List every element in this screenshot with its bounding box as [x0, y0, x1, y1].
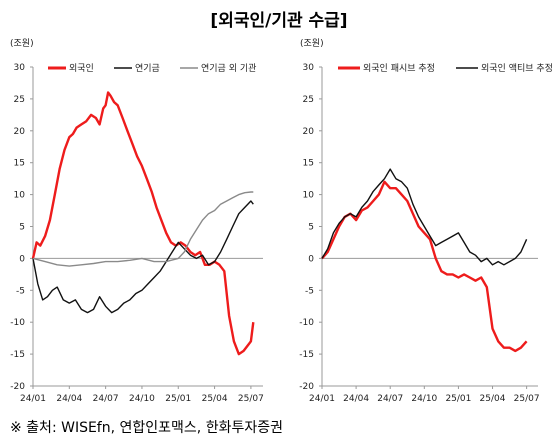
series-line — [31, 91, 255, 356]
y-tick-label: 20 — [303, 127, 315, 137]
x-tick-label: 25/04 — [202, 394, 228, 404]
y-tick-label: -10 — [10, 318, 25, 328]
series-line — [32, 200, 254, 314]
x-tick-label: 25/07 — [238, 394, 264, 404]
y-axis-unit-label: (조원) — [300, 38, 324, 49]
y-tick-label: 10 — [14, 191, 26, 201]
y-tick-label: 25 — [303, 95, 314, 105]
y-tick-label: -20 — [10, 382, 25, 392]
source-note: ※ 출처: WISEfn, 연합인포맥스, 한화투자증권 — [10, 420, 283, 436]
x-tick-label: 24/04 — [343, 394, 369, 404]
y-tick-label: -5 — [16, 286, 25, 296]
x-tick-label: 25/04 — [480, 394, 506, 404]
y-tick-label: 25 — [14, 95, 25, 105]
y-axis-unit-label: (조원) — [10, 38, 34, 49]
y-tick-label: 15 — [303, 159, 314, 169]
x-tick-label: 24/10 — [129, 394, 155, 404]
y-tick-label: 5 — [19, 223, 25, 233]
y-tick-label: 0 — [19, 254, 25, 264]
x-tick-label: 24/01 — [309, 394, 335, 404]
series-line — [321, 180, 528, 353]
x-tick-label: 24/07 — [377, 394, 403, 404]
foreign-passive-active-chart: (조원) 30 25 20 15 10 5 0 -5 -10 -15 -20 24/01 24/04 24/… — [299, 38, 553, 404]
y-tick-label: 30 — [303, 63, 315, 73]
y-tick-label: 10 — [303, 191, 315, 201]
x-tick-label: 24/10 — [411, 394, 437, 404]
chart-title: [외국인/기관 수급] — [210, 11, 347, 31]
legend-label: 외국인 액티브 추정 — [481, 62, 553, 74]
legend-label: 연기금 외 기관 — [201, 62, 256, 74]
y-tick-label: 30 — [14, 63, 26, 73]
y-tick-label: -10 — [299, 318, 314, 328]
y-tick-label: -15 — [10, 350, 25, 360]
y-tick-label: 15 — [14, 159, 25, 169]
y-tick-label: 20 — [14, 127, 26, 137]
y-tick-label: 5 — [308, 223, 314, 233]
series-line — [321, 168, 528, 266]
legend-label: 연기금 — [135, 63, 160, 74]
y-tick-label: -5 — [305, 286, 314, 296]
x-tick-label: 25/01 — [445, 394, 471, 404]
y-tick-label: -15 — [299, 350, 314, 360]
x-tick-label: 24/04 — [56, 394, 82, 404]
x-tick-label: 24/07 — [93, 394, 119, 404]
legend-label: 외국인 — [69, 62, 94, 74]
y-tick-label: -20 — [299, 382, 314, 392]
series-line — [32, 191, 254, 267]
y-tick-label: 0 — [308, 254, 314, 264]
x-tick-label: 25/01 — [165, 394, 191, 404]
x-tick-label: 25/07 — [514, 394, 540, 404]
legend-label: 외국인 패시브 추정 — [363, 62, 435, 74]
x-tick-label: 24/01 — [20, 394, 46, 404]
foreign-institution-flow-chart: (조원) 30 25 20 15 10 5 0 -5 -10 -15 -20 24/01 24/04 24/… — [10, 38, 264, 404]
